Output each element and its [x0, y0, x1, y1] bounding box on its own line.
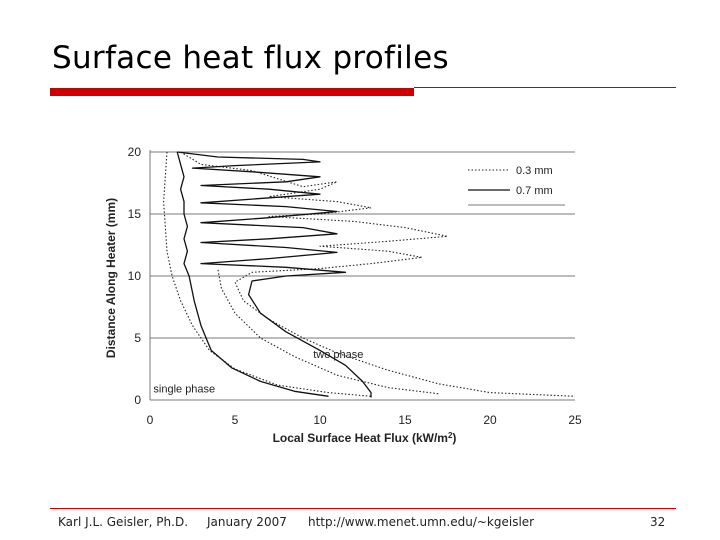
footer-page-number: 32 [650, 515, 666, 529]
y-tick-label: 20 [128, 145, 142, 159]
x-axis-label: Local Surface Heat Flux (kW/m2) [273, 431, 457, 446]
title-accent-bar [50, 88, 414, 96]
footer-author: Karl J.L. Geisler, Ph.D. [58, 515, 189, 529]
chart-series [163, 151, 576, 398]
series-line-b-0 [176, 151, 329, 397]
chart-annotation: two phase [313, 349, 363, 361]
series-line-a-1 [217, 269, 440, 395]
footer-url: http://www.menet.umn.edu/~kgeisler [308, 515, 535, 529]
x-tick-label: 15 [398, 413, 412, 427]
chart-axes: 0 5 10 15 20 25 0 5 10 15 20 Local Surface Heat Flu… [104, 145, 582, 445]
chart-annotation: single phase [153, 384, 215, 396]
y-axis-label: Distance Along Heater (mm) [104, 198, 118, 358]
chart-svg: 0 5 10 15 20 25 0 5 10 15 20 Local Surface Heat Flu… [104, 145, 582, 445]
y-tick-label: 15 [128, 207, 142, 221]
series-line-b-1 [177, 151, 372, 398]
series-line-a-0 [163, 151, 372, 397]
series-line-a-2 [180, 151, 576, 397]
title-underline [414, 87, 676, 88]
footer-rule [50, 508, 676, 509]
chart-annotations: single phase two phase [153, 349, 363, 396]
y-tick-label: 5 [134, 331, 141, 345]
legend-label: 0.7 mm [516, 185, 553, 197]
x-tick-label: 5 [232, 413, 239, 427]
x-tick-label: 25 [568, 413, 582, 427]
y-tick-label: 0 [134, 393, 141, 407]
x-tick-label: 10 [313, 413, 327, 427]
footer-date: January 2007 [207, 515, 287, 529]
x-tick-label: 0 [147, 413, 154, 427]
y-tick-label: 10 [128, 269, 142, 283]
chart-legend: 0.3 mm 0.7 mm [468, 165, 565, 206]
heat-flux-chart: 0 5 10 15 20 25 0 5 10 15 20 Local Surface Heat Flu… [100, 140, 600, 460]
chart-grid [150, 151, 575, 401]
legend-label: 0.3 mm [516, 165, 553, 177]
x-tick-label: 20 [483, 413, 497, 427]
slide-title: Surface heat flux profiles [52, 40, 449, 76]
